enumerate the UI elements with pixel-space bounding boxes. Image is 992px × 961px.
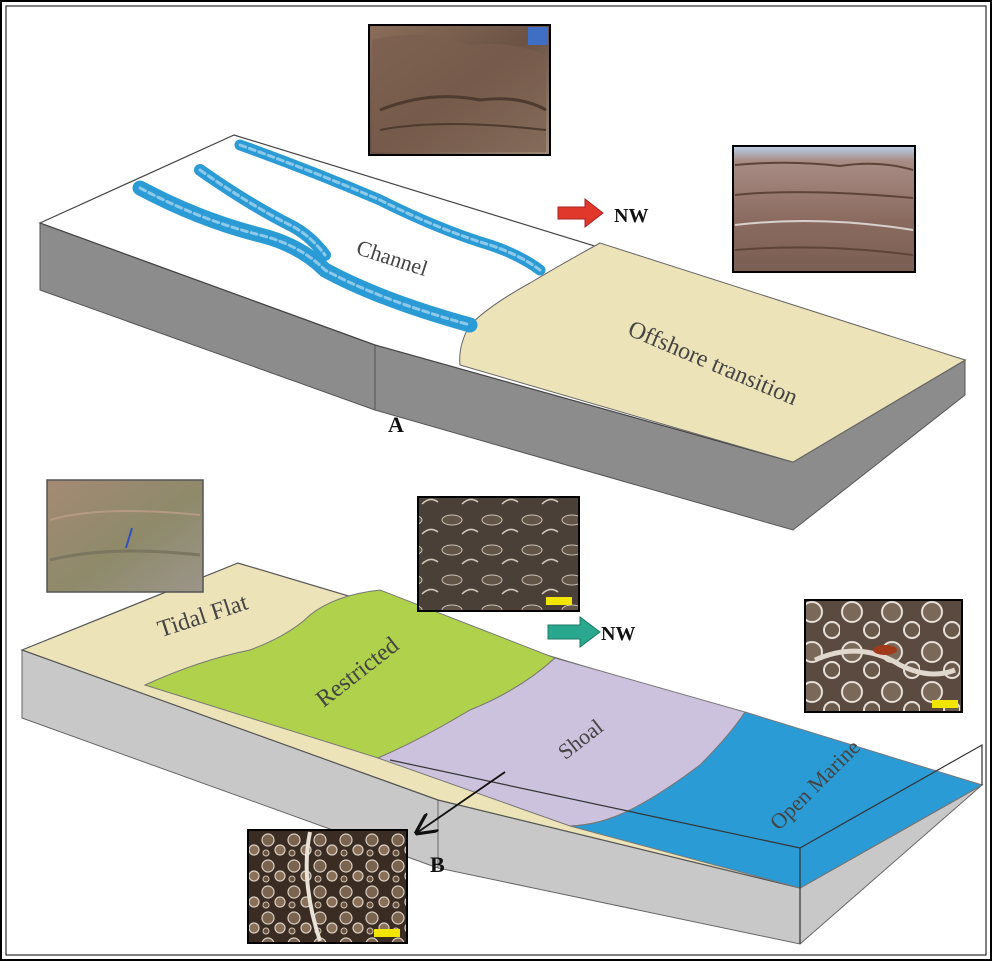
scale-bar: [546, 597, 572, 605]
outcrop-photo-2: [732, 145, 916, 273]
scale-bar: [374, 929, 400, 937]
thin-section-photo-2: [804, 599, 963, 713]
direction-arrow-b: [547, 616, 601, 648]
direction-label-b: NW: [601, 623, 635, 645]
panel-b-marker: B: [430, 852, 445, 877]
scale-bar: [932, 700, 958, 708]
outcrop-photo-3: [46, 479, 204, 593]
block-b: Tidal Flat Restricted Shoal Open Marine: [20, 562, 984, 945]
water-box-outline: [389, 743, 983, 849]
open-marine-zone: [569, 711, 984, 889]
pointer-arrow: [418, 771, 506, 832]
thin-section-photo-3: [247, 829, 408, 944]
inner-frame: [5, 5, 987, 956]
offshore-zone: [459, 242, 967, 463]
direction-arrow-a: [557, 197, 604, 229]
block-a: Channel Offshore transition: [38, 134, 967, 531]
thin-section-photo-1: [417, 496, 580, 612]
direction-label-a: NW: [614, 205, 648, 227]
panel-a-marker: A: [388, 412, 404, 437]
outcrop-photo-1: [368, 24, 551, 156]
channel-system: [132, 139, 546, 333]
